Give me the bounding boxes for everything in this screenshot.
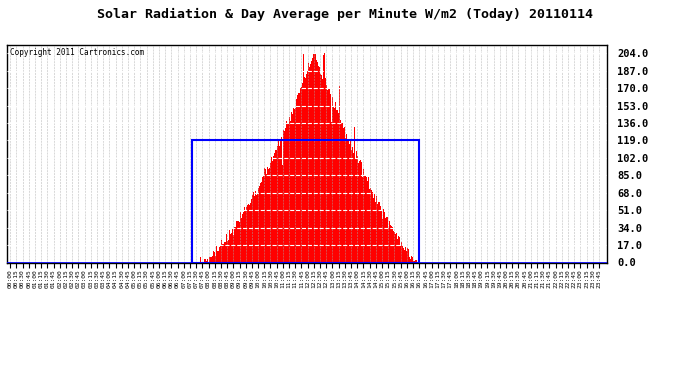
- Text: Copyright 2011 Cartronics.com: Copyright 2011 Cartronics.com: [10, 48, 144, 57]
- Bar: [192, 140, 419, 262]
- Text: Solar Radiation & Day Average per Minute W/m2 (Today) 20110114: Solar Radiation & Day Average per Minute…: [97, 8, 593, 21]
